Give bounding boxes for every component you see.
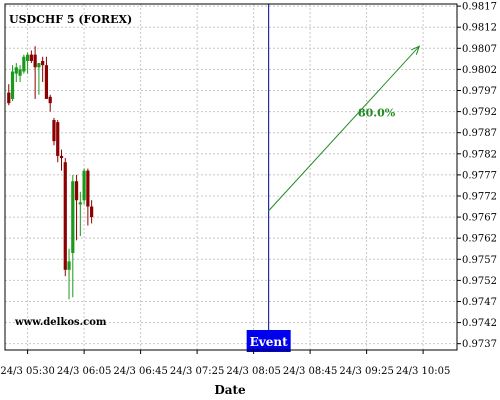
y-tick-label: 0.9757 <box>462 255 497 266</box>
candle-body <box>37 63 41 68</box>
candle <box>10 65 15 102</box>
candle-body <box>29 54 33 61</box>
candle-body <box>90 206 94 218</box>
candle <box>41 56 45 83</box>
y-tick-label: 0.9737 <box>462 339 497 350</box>
candle <box>74 174 79 241</box>
x-tick-label: 24/3 08:05 <box>226 366 280 377</box>
y-tick-label: 0.9747 <box>462 297 497 308</box>
candle <box>90 200 94 224</box>
candle <box>63 158 67 277</box>
x-tick-label: 24/3 07:25 <box>170 366 224 377</box>
y-tick-label: 0.9812 <box>462 23 497 34</box>
event-marker <box>246 330 291 352</box>
x-tick-label: 24/3 05:30 <box>0 366 54 377</box>
x-tick-label: 24/3 10:05 <box>396 366 450 377</box>
candle-layer <box>7 46 94 300</box>
event-layer: Event <box>246 4 291 352</box>
y-tick-label: 0.9807 <box>462 44 497 55</box>
candle-body <box>44 65 49 99</box>
projection-layer: 80.0% <box>268 45 421 212</box>
y-tick-label: 0.9777 <box>462 170 497 181</box>
x-tick-label: 24/3 09:25 <box>339 366 393 377</box>
x-axis-label: Date <box>214 383 246 397</box>
y-tick-label: 0.9782 <box>462 149 497 160</box>
y-tick-label: 0.9787 <box>462 128 497 139</box>
candle-body <box>10 71 15 99</box>
candle-body <box>22 56 26 72</box>
y-axis: 0.9817 0.9812 0.9807 0.9802 0.9797 0.9792 0.97… <box>457 2 497 350</box>
y-tick-label: 0.9752 <box>462 276 497 287</box>
candle <box>56 120 60 163</box>
projection-arrow-head <box>410 45 421 55</box>
candle <box>25 52 30 74</box>
candle <box>52 117 56 146</box>
candle <box>22 54 26 74</box>
y-tick-label: 0.9772 <box>462 191 497 202</box>
candle <box>18 65 22 83</box>
grid-layer <box>5 4 457 350</box>
y-tick-label: 0.9792 <box>462 107 497 118</box>
candle-body <box>82 170 86 201</box>
candle-body <box>86 170 90 207</box>
candle-body <box>14 67 18 74</box>
candle-body <box>25 54 30 61</box>
x-tick-label: 24/3 08:45 <box>283 366 337 377</box>
x-tick-label: 24/3 06:05 <box>57 366 111 377</box>
candle <box>33 46 37 99</box>
candle-body <box>71 181 75 253</box>
candle-body <box>67 261 71 270</box>
candle <box>86 168 90 226</box>
y-tick-label: 0.9767 <box>462 213 497 224</box>
watermark: www.delkos.com <box>14 317 107 328</box>
candle <box>14 63 18 83</box>
candle-body <box>52 120 56 142</box>
candle <box>48 94 52 112</box>
candle <box>37 63 41 95</box>
candle <box>7 84 11 106</box>
candle-body <box>56 122 60 156</box>
candle-body <box>41 60 45 66</box>
candle-body <box>59 155 64 159</box>
y-tick-label: 0.9762 <box>462 234 497 245</box>
plot-frame <box>4 3 458 351</box>
event-label: Event <box>250 335 288 349</box>
candle-body <box>33 54 37 68</box>
projection-label: 80.0% <box>358 106 396 119</box>
y-tick-label: 0.9802 <box>462 65 497 76</box>
candle-body <box>74 181 79 201</box>
chart-title: USDCHF 5 (FOREX) <box>9 13 132 26</box>
candle-body <box>63 162 67 270</box>
candle-body <box>7 92 11 104</box>
candle <box>44 56 49 99</box>
y-tick-label: 0.9742 <box>462 318 497 329</box>
candle-body <box>18 69 22 76</box>
candle <box>29 50 33 64</box>
candle <box>67 248 71 300</box>
projection-arrow-line <box>268 45 420 212</box>
y-tick-label: 0.9797 <box>462 86 497 97</box>
y-tick-label: 0.9817 <box>462 2 497 13</box>
candle <box>59 149 64 171</box>
candle <box>78 191 82 237</box>
candle <box>71 174 75 298</box>
x-tick-label: 24/3 06:45 <box>113 366 167 377</box>
candle-body <box>48 96 52 104</box>
candle <box>82 168 86 205</box>
candle-body <box>78 202 82 205</box>
x-axis: 24/3 05:30 24/3 06:05 24/3 06:45 24/3 07:25… <box>0 350 450 377</box>
